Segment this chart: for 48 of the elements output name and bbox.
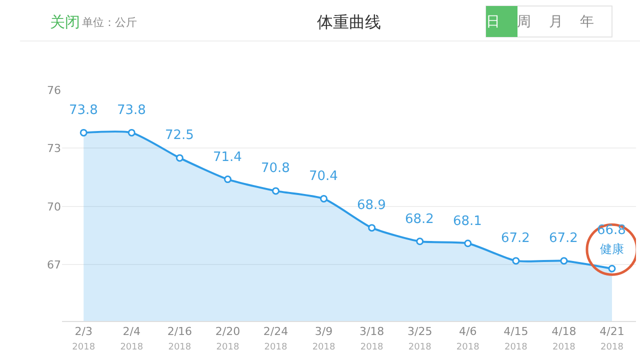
data-label: 67.2 <box>549 231 578 246</box>
data-label: 66.8 <box>597 223 626 238</box>
text: 单位：公斤 <box>82 16 137 29</box>
point <box>272 187 280 195</box>
x-tick-label: 2/3 2018 <box>72 325 96 352</box>
x-tick-label: 3/25 2018 <box>408 325 432 352</box>
data-label: 70.4 <box>309 169 338 184</box>
data-label: 68.2 <box>405 212 434 227</box>
data-label: 73.8 <box>69 103 98 118</box>
point <box>320 194 328 202</box>
x-tick-label: 2/20 2018 <box>215 325 240 352</box>
x-tick-label: 2/4 2018 <box>120 325 144 352</box>
y-tick-label: 67 <box>47 258 61 272</box>
x-tick-label: 4/6 2018 <box>456 325 480 352</box>
data-label: 67.2 <box>501 231 530 246</box>
point <box>560 257 568 265</box>
data-label: 68.9 <box>357 198 386 213</box>
text: 月 <box>549 14 563 30</box>
x-tick-label: 2/24 2018 <box>263 325 288 352</box>
x-tick-label: 2/16 2018 <box>167 325 192 352</box>
y-tick-label: 70 <box>47 200 61 214</box>
y-tick-label: 76 <box>47 84 61 97</box>
point <box>464 240 472 248</box>
chart-title: 体重曲线 <box>317 12 381 32</box>
point <box>368 224 376 232</box>
text: 周 <box>517 14 531 30</box>
x-tick-label: 4/18 2018 <box>552 325 576 352</box>
data-label: 71.4 <box>213 150 242 165</box>
data-label: 72.5 <box>165 128 194 143</box>
point <box>128 128 136 136</box>
text: 年 <box>580 14 594 30</box>
x-tick-label: 3/18 2018 <box>359 325 384 352</box>
point <box>512 257 520 265</box>
point <box>224 176 232 184</box>
y-tick-label: 73 <box>47 142 61 156</box>
text: 日 <box>486 14 500 30</box>
point <box>176 154 184 162</box>
x-tick-label: 4/15 2018 <box>504 325 528 352</box>
x-tick-label: 4/21 2018 <box>600 325 624 352</box>
data-label: 73.8 <box>117 103 146 118</box>
annotation: 健康 <box>600 242 624 256</box>
point <box>80 128 88 136</box>
data-label: 70.8 <box>261 161 290 176</box>
point <box>416 238 424 246</box>
text: 关闭 <box>50 13 80 31</box>
data-label: 68.1 <box>453 214 482 229</box>
x-tick-label: 3/9 2018 <box>312 325 336 352</box>
point <box>608 264 616 272</box>
